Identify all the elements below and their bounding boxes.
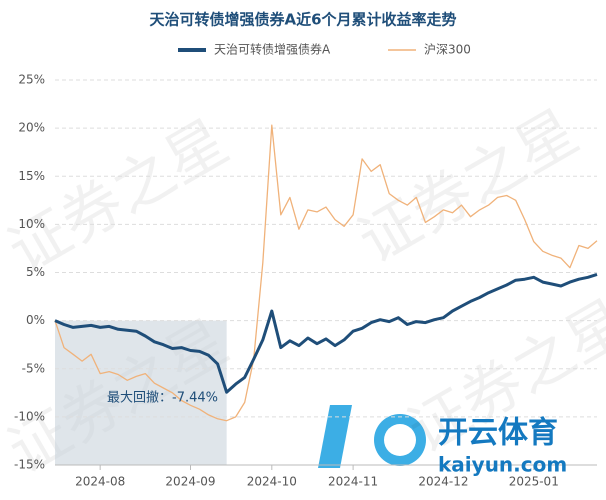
chart-title: 天治可转债增强债券A近6个月累计收益率走势 <box>149 11 456 29</box>
x-tick-label: 2025-01 <box>509 475 559 489</box>
y-tick-label: -5% <box>22 361 45 375</box>
x-tick-label: 2024-10 <box>247 475 297 489</box>
y-tick-label: 5% <box>26 265 45 279</box>
series-line <box>54 124 598 422</box>
logo-subtext: kaiyun.com <box>438 453 567 477</box>
legend-label: 沪深300 <box>424 43 471 57</box>
annotation: 最大回撤：-7.44% <box>107 390 218 406</box>
y-tick-label: 15% <box>18 169 45 183</box>
y-tick-label: -10% <box>14 409 45 423</box>
logo-text: 开云体育 <box>438 416 558 451</box>
x-tick-label: 2024-09 <box>165 475 215 489</box>
series-line <box>54 272 598 394</box>
drawdown-area <box>55 320 227 465</box>
legend-label: 天治可转债增强债券A <box>214 42 331 57</box>
y-tick-label: 25% <box>18 73 45 87</box>
watermark: 证券之星 <box>347 97 590 278</box>
y-tick-label: 20% <box>18 121 45 135</box>
x-tick-label: 2024-11 <box>328 475 378 489</box>
y-tick-label: -15% <box>14 458 45 472</box>
x-tick-label: 2024-12 <box>418 475 468 489</box>
y-tick-label: 10% <box>18 217 45 231</box>
logo-icon <box>318 405 426 468</box>
y-tick-label: 0% <box>26 313 45 327</box>
x-tick-label: 2024-08 <box>75 475 125 489</box>
